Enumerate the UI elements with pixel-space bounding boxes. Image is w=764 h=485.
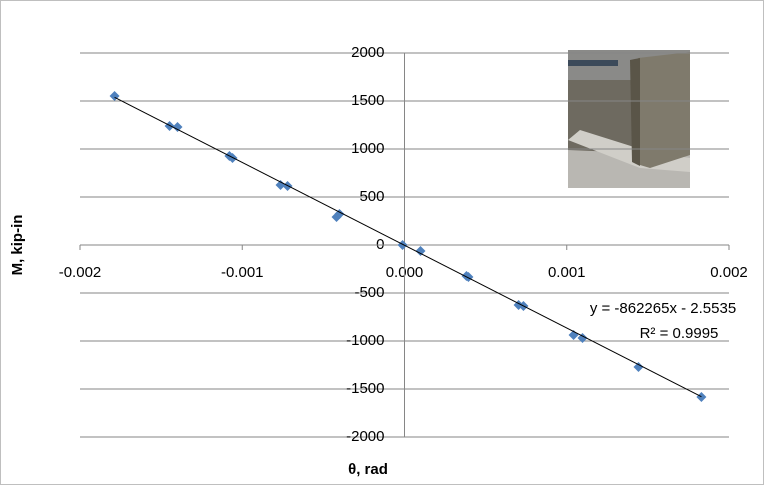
x-tick-label: -0.002 xyxy=(59,264,102,281)
x-axis-title: θ, rad xyxy=(348,461,388,478)
y-tick-label: 500 xyxy=(359,188,384,205)
chart: -2000 -1500 -1000 -500 0 500 1000 1500 2000 -0.00… xyxy=(0,0,764,485)
y-tick-label: -500 xyxy=(354,284,384,301)
y-axis-title: M, kip-in xyxy=(9,215,26,276)
trendline-r2: R² = 0.9995 xyxy=(640,325,719,342)
y-tick-label: 1000 xyxy=(351,140,384,157)
x-tick-label: 0.001 xyxy=(548,264,586,281)
x-tick-label: -0.001 xyxy=(221,264,264,281)
trendline-equation: y = -862265x - 2.5535 xyxy=(590,300,736,317)
y-tick-label: 2000 xyxy=(351,44,384,61)
inset-photo xyxy=(568,50,690,188)
y-tick-label: -1000 xyxy=(346,332,384,349)
x-tick-label: 0.002 xyxy=(710,264,748,281)
y-tick-label: -2000 xyxy=(346,428,384,445)
y-tick-label: -1500 xyxy=(346,380,384,397)
y-tick-label: 0 xyxy=(376,236,384,253)
y-tick-label: 1500 xyxy=(351,92,384,109)
